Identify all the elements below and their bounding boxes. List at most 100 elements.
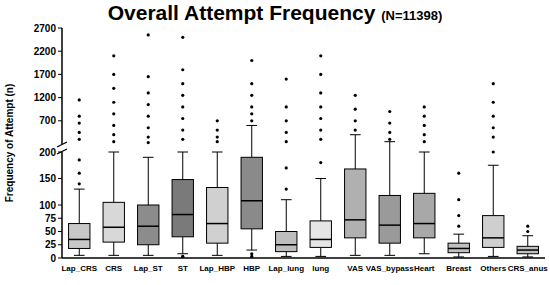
outlier (285, 131, 288, 134)
axis-break (57, 142, 67, 147)
x-tick-label: CRS (105, 264, 123, 273)
outlier (250, 82, 253, 85)
cap-low (453, 256, 464, 257)
outlier (319, 117, 322, 120)
x-tick-label: CRS_anus (508, 264, 549, 273)
outlier (112, 124, 115, 127)
cap-high (281, 199, 292, 200)
outlier (457, 198, 460, 201)
median (379, 224, 400, 226)
outlier (181, 255, 184, 258)
x-tick-label: Breast (446, 264, 471, 273)
y-tick-label: 2200 (34, 46, 57, 57)
cap-high (177, 152, 188, 153)
whisker-high (113, 152, 114, 202)
cap-high (419, 152, 430, 153)
box (138, 205, 159, 245)
outlier (354, 128, 357, 131)
outlier (78, 182, 81, 185)
box (414, 193, 435, 238)
whisker-high (493, 165, 494, 215)
whisker-low (182, 237, 183, 254)
outlier (78, 138, 81, 141)
axis-break (57, 149, 67, 154)
whisker-low (320, 247, 321, 256)
outlier (285, 105, 288, 108)
whisker-high (148, 157, 149, 205)
y-tick (58, 97, 62, 98)
y-tick-label: 700 (39, 115, 56, 126)
outlier (147, 126, 150, 129)
outlier (250, 59, 253, 62)
chart: Overall Attempt Frequency (N=11398)Frequ… (0, 0, 550, 285)
outlier (147, 91, 150, 94)
median (103, 227, 124, 229)
median (207, 223, 228, 225)
x-tick-label: Lap_lung (268, 264, 304, 273)
whisker-high (79, 189, 80, 223)
outlier (78, 122, 81, 125)
cap-low (281, 256, 292, 257)
cap-low (522, 256, 533, 257)
outlier (319, 54, 322, 57)
y-tick-label: 50 (45, 226, 57, 237)
outlier (181, 255, 184, 258)
whisker-low (355, 238, 356, 255)
whisker-high (217, 152, 218, 188)
cap-low (143, 255, 154, 256)
x-tick-label: Lap_ST (134, 264, 163, 273)
outlier (181, 82, 184, 85)
outlier (319, 128, 322, 131)
y-tick (58, 28, 62, 29)
whisker-high (527, 236, 528, 247)
y-tick-label: 100 (39, 200, 56, 211)
median (310, 239, 331, 241)
median (172, 214, 193, 216)
cap-high (246, 125, 257, 126)
box (379, 195, 400, 243)
cap-high (212, 152, 223, 153)
outlier (181, 36, 184, 39)
outlier (112, 73, 115, 76)
outlier (423, 124, 426, 127)
whisker-high (389, 142, 390, 196)
x-tick-label: VAS (347, 264, 364, 273)
outlier (181, 68, 184, 71)
outlier (492, 126, 495, 129)
outlier (147, 33, 150, 36)
outlier (78, 131, 81, 134)
outlier (492, 150, 495, 153)
median (69, 239, 90, 241)
outlier (492, 135, 495, 138)
cap-low (74, 255, 85, 256)
outlier (147, 141, 150, 144)
outlier (78, 158, 81, 161)
outlier (285, 119, 288, 122)
outlier (216, 135, 219, 138)
outlier (388, 138, 391, 141)
outlier (319, 105, 322, 108)
cap-high (315, 178, 326, 179)
y-label: Frequency of Attempt (n) (4, 84, 15, 203)
whisker-low (458, 253, 459, 257)
cap-high (488, 165, 499, 166)
whisker-low (217, 243, 218, 255)
outlier (112, 101, 115, 104)
whisker-high (458, 234, 459, 243)
y-tick (58, 51, 62, 52)
whisker-high (320, 179, 321, 221)
outlier (181, 138, 184, 141)
y-tick (58, 152, 62, 153)
y-tick-label: 150 (39, 173, 56, 184)
y-axis-upper (61, 28, 63, 144)
whisker-low (286, 252, 287, 257)
cap-low (108, 255, 119, 256)
y-tick (58, 74, 62, 75)
outlier (181, 105, 184, 108)
cap-high (453, 234, 464, 235)
cap-high (143, 157, 154, 158)
y-tick-label: 2700 (34, 23, 57, 34)
whisker-high (251, 125, 252, 157)
outlier (78, 98, 81, 101)
x-tick-label: ST (178, 264, 188, 273)
